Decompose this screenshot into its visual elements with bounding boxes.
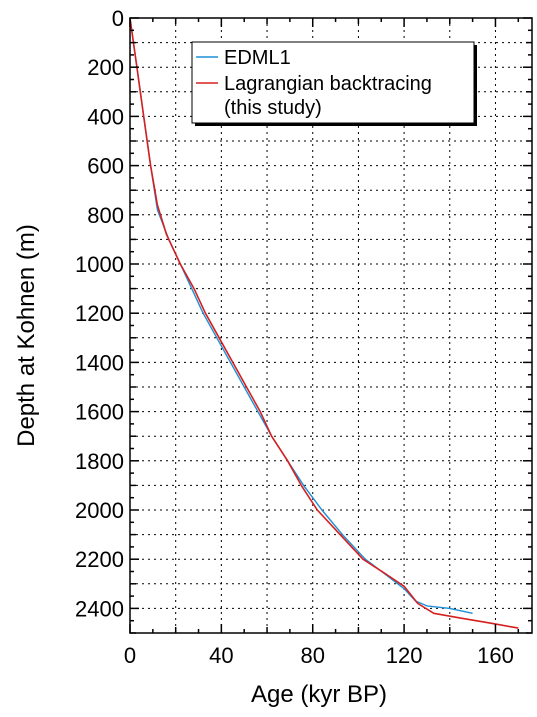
legend: EDML1 Lagrangian backtracing (this study… xyxy=(191,41,477,126)
legend-box xyxy=(191,41,475,124)
y-tick-label: 600 xyxy=(87,154,124,179)
y-axis-title: Depth at Kohnen (m) xyxy=(13,224,40,447)
y-tick-label: 1000 xyxy=(75,252,124,277)
x-tick-label: 80 xyxy=(300,643,324,668)
y-tick-label: 400 xyxy=(87,104,124,129)
y-tick-label: 200 xyxy=(87,55,124,80)
x-tick-label: 40 xyxy=(209,643,233,668)
legend-label-this-study: (this study) xyxy=(224,97,322,119)
tick-layer: 0 40 80 120 16002004006008001000120014001600… xyxy=(75,6,532,668)
series-line-edml1 xyxy=(129,17,473,614)
x-tick-label: 160 xyxy=(477,643,514,668)
x-tick-label: 0 xyxy=(124,643,136,668)
series-layer xyxy=(129,17,519,629)
y-tick-label: 1600 xyxy=(75,400,124,425)
y-tick-label: 1800 xyxy=(75,449,124,474)
y-tick-label: 2000 xyxy=(75,498,124,523)
y-tick-label: 2200 xyxy=(75,547,124,572)
legend-label-edml1: EDML1 xyxy=(224,47,291,69)
y-tick-label: 0 xyxy=(112,6,124,31)
x-axis-title: Age (kyr BP) xyxy=(251,681,387,708)
y-tick-label: 1400 xyxy=(75,350,124,375)
y-tick-label: 1200 xyxy=(75,301,124,326)
x-tick-label: 120 xyxy=(386,643,423,668)
y-tick-label: 2400 xyxy=(75,596,124,621)
legend-label-lagrangian: Lagrangian backtracing xyxy=(224,73,432,95)
y-tick-label: 800 xyxy=(87,203,124,228)
series-line-lagrangian xyxy=(129,17,519,629)
